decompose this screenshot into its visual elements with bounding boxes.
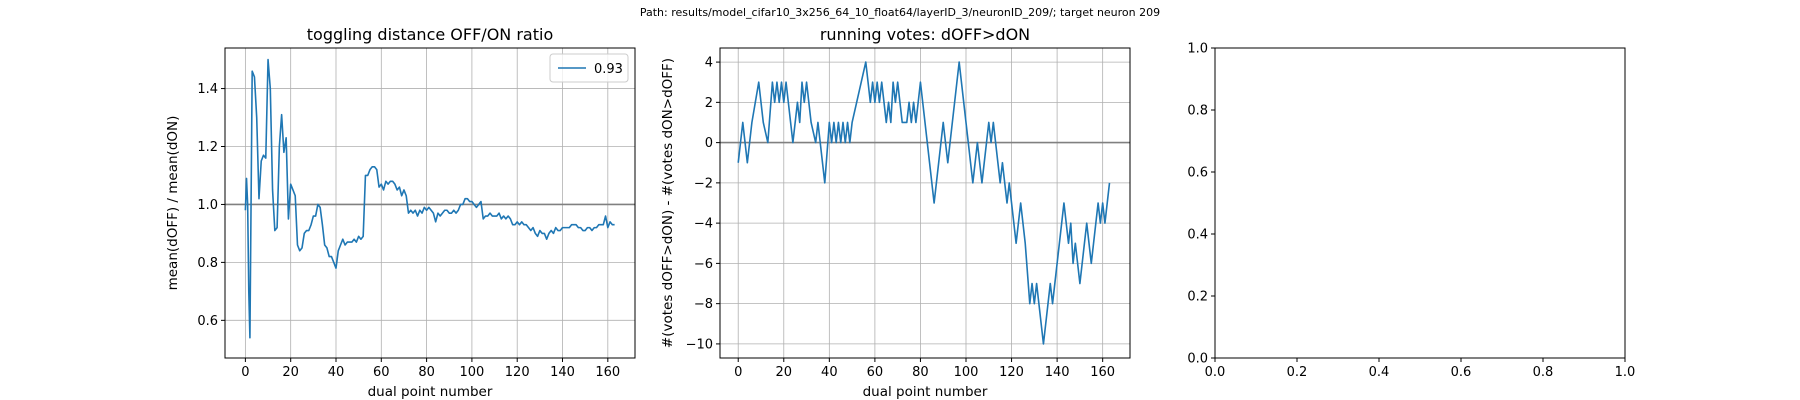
x-tick-label: 0.2: [1287, 365, 1308, 380]
x-tick-label: 140: [550, 365, 575, 380]
x-tick-label: 0: [241, 365, 249, 380]
y-tick-label: 1.0: [197, 198, 218, 213]
chart-title: running votes: dOFF>dON: [820, 25, 1030, 44]
x-tick-label: 120: [999, 365, 1024, 380]
y-tick-label: −2: [694, 176, 713, 191]
x-axis-label: dual point number: [863, 384, 988, 400]
x-tick-label: 20: [282, 365, 299, 380]
x-tick-label: 160: [1090, 365, 1115, 380]
series-line-1: [737, 61, 1111, 345]
x-tick-label: 20: [776, 365, 793, 380]
y-tick-label: 0.0: [1187, 352, 1208, 367]
x-tick-label: 40: [821, 365, 838, 380]
x-axis-label: dual point number: [368, 384, 493, 400]
axes-frame: [1214, 47, 1626, 359]
x-tick-label: 60: [867, 365, 884, 380]
x-tick-label: 140: [1045, 365, 1070, 380]
y-tick-label: 1.4: [197, 82, 218, 97]
x-tick-label: 40: [328, 365, 345, 380]
x-tick-label: 160: [595, 365, 620, 380]
x-tick-label: 60: [373, 365, 390, 380]
axes-frame: [224, 47, 636, 359]
x-tick-label: 0.8: [1533, 365, 1554, 380]
x-tick-label: 100: [954, 365, 979, 380]
x-tick-label: 80: [912, 365, 929, 380]
series-line-1: [244, 58, 615, 339]
x-tick-label: 80: [418, 365, 435, 380]
y-tick-label: 0.6: [1187, 166, 1208, 181]
chart-3: 0.0 0.2 0.4 0.6 0.8 1.0 0.0 0.2 0.4 0.6 0.8 1.0: [1187, 42, 1635, 381]
y-tick-label: −6: [694, 257, 713, 272]
chart-title: toggling distance OFF/ON ratio: [307, 25, 553, 44]
y-tick-label: −8: [694, 297, 713, 312]
y-tick-label: 0.2: [1187, 290, 1208, 305]
x-tick-label: 0: [734, 365, 742, 380]
y-tick-label: 1.0: [1187, 42, 1208, 57]
y-tick-label: 2: [705, 96, 713, 111]
chart-2: 0 20 40 60 80 100 120 140 160 −10 −8 −6 −4 −2 0 2 4 runni…: [660, 25, 1131, 400]
x-tick-label: 120: [505, 365, 530, 380]
x-tick-label: 0.4: [1369, 365, 1390, 380]
legend-label: 0.93: [594, 62, 623, 77]
y-tick-label: 1.2: [197, 140, 218, 155]
y-tick-label: −4: [694, 217, 713, 232]
legend-box: [549, 53, 629, 83]
x-tick-label: 0.0: [1205, 365, 1226, 380]
chart-1: 0 20 40 60 80 100 120 140 160 0.6 0.8 1.0 1.2 1.4 togg…: [165, 25, 636, 400]
y-tick-label: 0.4: [1187, 228, 1208, 243]
y-tick-label: 0.8: [197, 256, 218, 271]
y-axis-label: mean(dOFF) / mean(dON): [165, 116, 181, 291]
figure-suptitle: Path: results/model_cifar10_3x256_64_10_…: [639, 6, 1161, 19]
y-tick-label: −10: [686, 337, 713, 352]
y-axis-label: #(votes dOFF>dON) - #(votes dON>dOFF): [660, 58, 676, 348]
y-tick-label: 4: [705, 56, 713, 71]
y-tick-label: 0.8: [1187, 104, 1208, 119]
x-tick-label: 0.6: [1451, 365, 1472, 380]
y-tick-label: 0.6: [197, 314, 218, 329]
x-tick-label: 100: [459, 365, 484, 380]
y-tick-label: 0: [705, 136, 713, 151]
x-tick-label: 1.0: [1615, 365, 1636, 380]
legend: 0.93: [549, 53, 629, 83]
axes-frame: [719, 47, 1131, 359]
